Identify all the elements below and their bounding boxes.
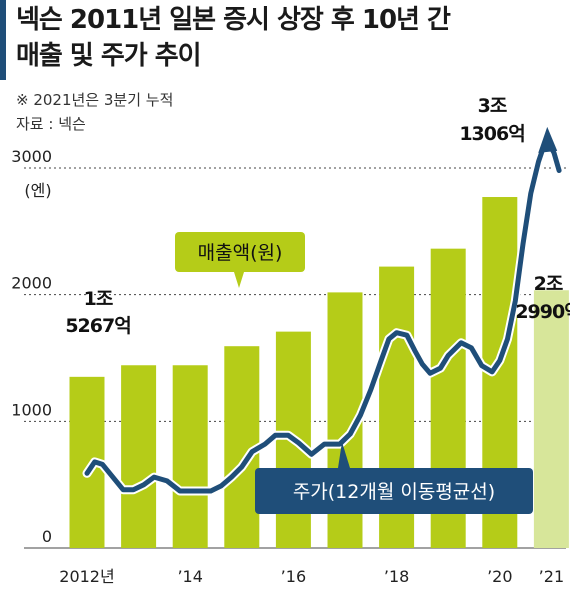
x-tick-label-2018: ’18 — [384, 567, 409, 586]
stock-callout-pointer — [338, 442, 350, 468]
revenue-bar-2014 — [172, 365, 208, 548]
title-line-2: 매출 및 주가 추이 — [16, 41, 202, 71]
chart-callouts: 매출액(원) 주가(12개월 이동평균선) — [175, 232, 533, 514]
stock-callout-label: 주가(12개월 이동평균선) — [293, 481, 495, 503]
stock-line — [84, 136, 562, 494]
revenue-bar-2013 — [121, 365, 157, 548]
x-tick-label-2012: 2012년 — [59, 567, 114, 586]
x-tick-label-2021: ’21 — [539, 567, 564, 586]
bar-label-2021-line1: 2조 — [534, 273, 563, 295]
revenue-callout-pointer — [234, 272, 244, 288]
bar-label-2020-line2: 1306억 — [459, 123, 524, 145]
y-tick-label-0: 0 — [42, 527, 52, 546]
y-tick-label-2000: 2000 — [11, 274, 52, 293]
chart-note: ※ 2021년은 3분기 누적 — [16, 91, 174, 109]
title-line-1: 넥슨 2011년 일본 증시 상장 후 10년 간 — [16, 5, 451, 35]
y-tick-label-3000: 3000 — [11, 147, 52, 166]
x-tick-label-2014: ’14 — [177, 567, 202, 586]
bar-label-2021-line2: 2990억 — [515, 301, 570, 323]
revenue-callout-box — [175, 232, 305, 272]
x-tick-label-2020: ’20 — [487, 567, 512, 586]
bar-label-2020-line1: 3조 — [478, 95, 507, 117]
x-tick-label-2016: ’16 — [281, 567, 306, 586]
y-tick-label-1000: 1000 — [11, 400, 52, 419]
stock-line-group — [82, 126, 564, 496]
revenue-bar-2021 — [533, 290, 569, 548]
title-accent-bar — [0, 0, 6, 80]
chart-source: 자료 : 넥슨 — [16, 115, 86, 133]
stock-line-arrowhead — [538, 126, 558, 153]
chart-axes: 0 1000 2000 3000 (엔) 2012년 ’14 ’16 ’18 ’20 ’21 — [11, 147, 564, 586]
revenue-callout-label: 매출액(원) — [198, 242, 283, 264]
y-axis-unit-label: (엔) — [24, 181, 51, 200]
bar-label-2012-line1: 1조 — [84, 288, 113, 310]
bar-label-2012-line2: 5267억 — [65, 315, 130, 337]
stock-callout-box — [255, 468, 533, 514]
chart-title: 넥슨 2011년 일본 증시 상장 후 10년 간 매출 및 주가 추이 — [16, 2, 566, 74]
bar-labels: 1조 5267억 3조 1306억 2조 2990억 — [65, 95, 570, 337]
